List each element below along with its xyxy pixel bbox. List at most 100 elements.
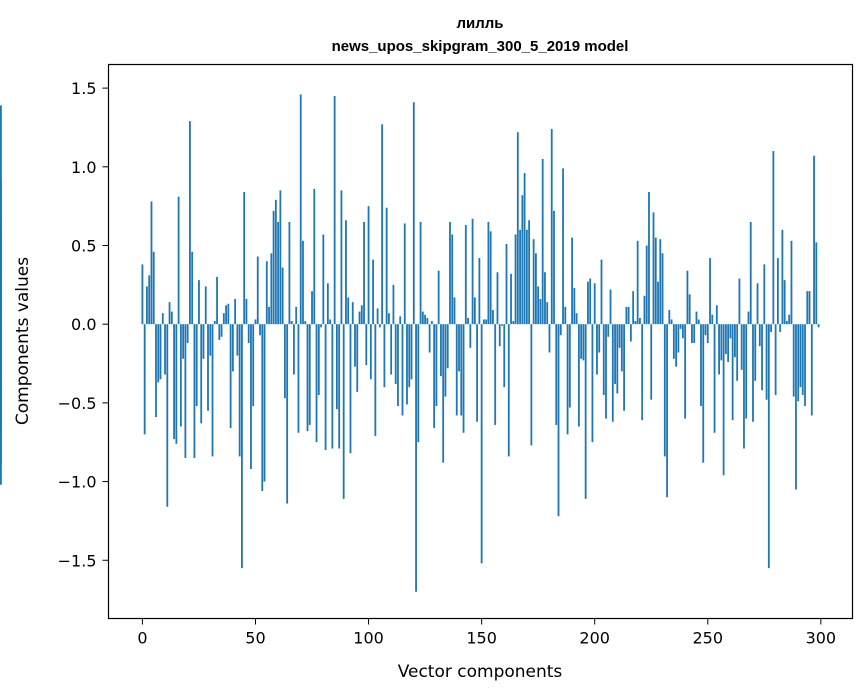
bar	[173, 324, 175, 440]
bar	[265, 261, 268, 325]
bar	[182, 324, 185, 359]
bar	[304, 321, 307, 325]
y-tick-label: −1.0	[58, 473, 97, 492]
bar	[288, 221, 291, 325]
bar	[159, 324, 162, 380]
bar	[356, 324, 359, 392]
bar	[458, 324, 460, 372]
bar	[611, 324, 614, 422]
bar	[473, 297, 476, 325]
bar	[568, 324, 571, 408]
bar	[231, 324, 234, 372]
bar	[498, 324, 501, 347]
bar	[754, 324, 757, 381]
bar	[767, 324, 770, 569]
bar	[607, 324, 610, 337]
bar	[213, 321, 216, 325]
bar	[383, 324, 386, 388]
bar	[722, 324, 725, 476]
bar	[813, 155, 815, 325]
bar	[331, 324, 334, 449]
bar	[686, 270, 689, 325]
bar	[629, 324, 632, 342]
bar	[191, 251, 194, 325]
bar	[659, 239, 662, 325]
bar	[532, 239, 535, 325]
bar	[523, 173, 526, 325]
bar	[668, 310, 671, 325]
bar	[471, 218, 474, 325]
bar	[679, 324, 682, 329]
bar	[446, 324, 449, 369]
bar	[516, 132, 519, 325]
bar	[390, 324, 393, 375]
y-axis-ticks: −1.5 −1.0 −0.5 0.0 0.5 1.0 1.5	[58, 79, 109, 570]
bar	[198, 280, 200, 325]
bar	[661, 253, 664, 325]
bar	[482, 319, 485, 325]
bar	[478, 258, 481, 325]
x-axis-ticks: 0 50 100 150 200 250 300	[137, 618, 836, 648]
bar	[369, 324, 372, 380]
bar	[691, 324, 693, 344]
bar	[326, 283, 329, 325]
bar	[349, 324, 352, 454]
bar	[693, 324, 696, 344]
bar	[297, 324, 300, 433]
bar	[648, 191, 650, 325]
bar	[571, 237, 573, 325]
bar	[770, 324, 772, 333]
bar	[525, 229, 528, 325]
bar	[763, 264, 766, 325]
bar	[317, 324, 320, 396]
bar	[279, 190, 282, 325]
bar	[311, 291, 313, 325]
bar	[166, 324, 169, 507]
bar	[614, 324, 616, 384]
bar	[541, 158, 544, 325]
bar	[555, 324, 558, 425]
bar	[620, 324, 623, 372]
bar	[421, 311, 424, 325]
bar	[810, 324, 813, 416]
bar	[634, 321, 637, 325]
bar	[654, 237, 657, 325]
bar	[403, 223, 406, 325]
bar	[0, 321, 2, 325]
bar	[272, 210, 275, 325]
bar	[596, 324, 598, 375]
bar	[415, 324, 417, 592]
bar	[397, 324, 399, 407]
bar	[193, 324, 196, 458]
bar	[589, 278, 592, 325]
y-tick-label: 1.5	[71, 79, 96, 98]
bar	[186, 324, 189, 344]
bar	[259, 324, 261, 336]
bar	[580, 324, 583, 359]
bar	[175, 324, 178, 444]
bar	[243, 191, 246, 325]
bar	[367, 206, 370, 325]
bar	[625, 306, 628, 325]
bar	[0, 105, 2, 325]
bar	[636, 240, 639, 325]
y-tick-label: 0.0	[71, 315, 96, 334]
bar	[544, 272, 546, 325]
bar	[684, 324, 687, 419]
bar	[672, 324, 675, 359]
bar	[476, 324, 479, 422]
bar	[351, 302, 354, 325]
bar	[756, 283, 759, 325]
bar	[290, 321, 293, 325]
bar	[329, 319, 332, 325]
bar	[575, 313, 578, 325]
y-tick-label: −1.5	[58, 551, 97, 570]
bar	[734, 324, 736, 358]
bar	[360, 305, 363, 325]
bar	[738, 278, 741, 325]
bar	[485, 319, 488, 325]
bar	[593, 283, 596, 325]
bar	[229, 324, 232, 429]
bar	[170, 311, 173, 325]
